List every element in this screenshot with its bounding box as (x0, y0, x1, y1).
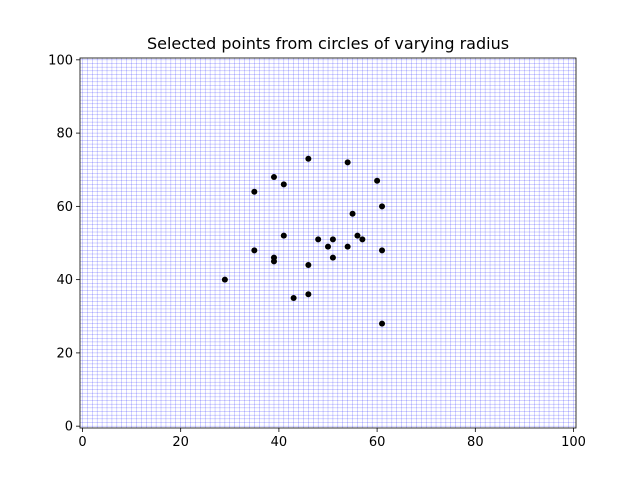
data-point (305, 261, 312, 268)
data-points (221, 155, 386, 327)
data-point (251, 247, 258, 254)
x-tick-label: 80 (467, 435, 484, 450)
data-point (379, 320, 386, 327)
data-point (379, 203, 386, 210)
data-point (354, 232, 361, 239)
data-point (374, 177, 381, 184)
data-point (359, 236, 366, 243)
data-point (325, 243, 331, 250)
data-point (221, 276, 228, 283)
grid (80, 58, 576, 428)
data-point (329, 254, 336, 261)
data-point (280, 181, 287, 188)
x-tick-label: 0 (78, 435, 86, 450)
data-point (270, 258, 277, 265)
y-axis-ticks: 0 20 40 60 80 100 (48, 53, 80, 435)
data-point (344, 243, 351, 250)
data-point (251, 188, 258, 195)
y-tick-label: 100 (48, 53, 73, 68)
x-tick-label: 60 (369, 435, 386, 450)
y-tick-label: 80 (56, 127, 73, 142)
horizontal-grid-lines (80, 59, 576, 427)
y-tick-label: 20 (56, 346, 73, 361)
data-point (349, 210, 356, 217)
chart-title: Selected points from circles of varying … (147, 34, 509, 53)
data-point (280, 232, 287, 239)
data-point (329, 236, 336, 243)
y-tick-label: 0 (65, 420, 73, 435)
x-tick-label: 20 (172, 435, 189, 450)
data-point (290, 294, 297, 301)
data-point (305, 291, 312, 298)
y-tick-label: 40 (56, 273, 73, 288)
x-axis-ticks: 0 20 40 60 80 100 (78, 428, 586, 450)
vertical-grid-lines (82, 58, 574, 428)
data-point (305, 155, 312, 162)
data-point (344, 159, 351, 166)
x-tick-label: 100 (561, 435, 586, 450)
data-point (270, 174, 277, 181)
plot-frame (79, 57, 577, 429)
data-point (379, 247, 386, 254)
data-point (315, 236, 322, 243)
x-tick-label: 40 (271, 435, 288, 450)
y-tick-label: 60 (56, 200, 73, 215)
